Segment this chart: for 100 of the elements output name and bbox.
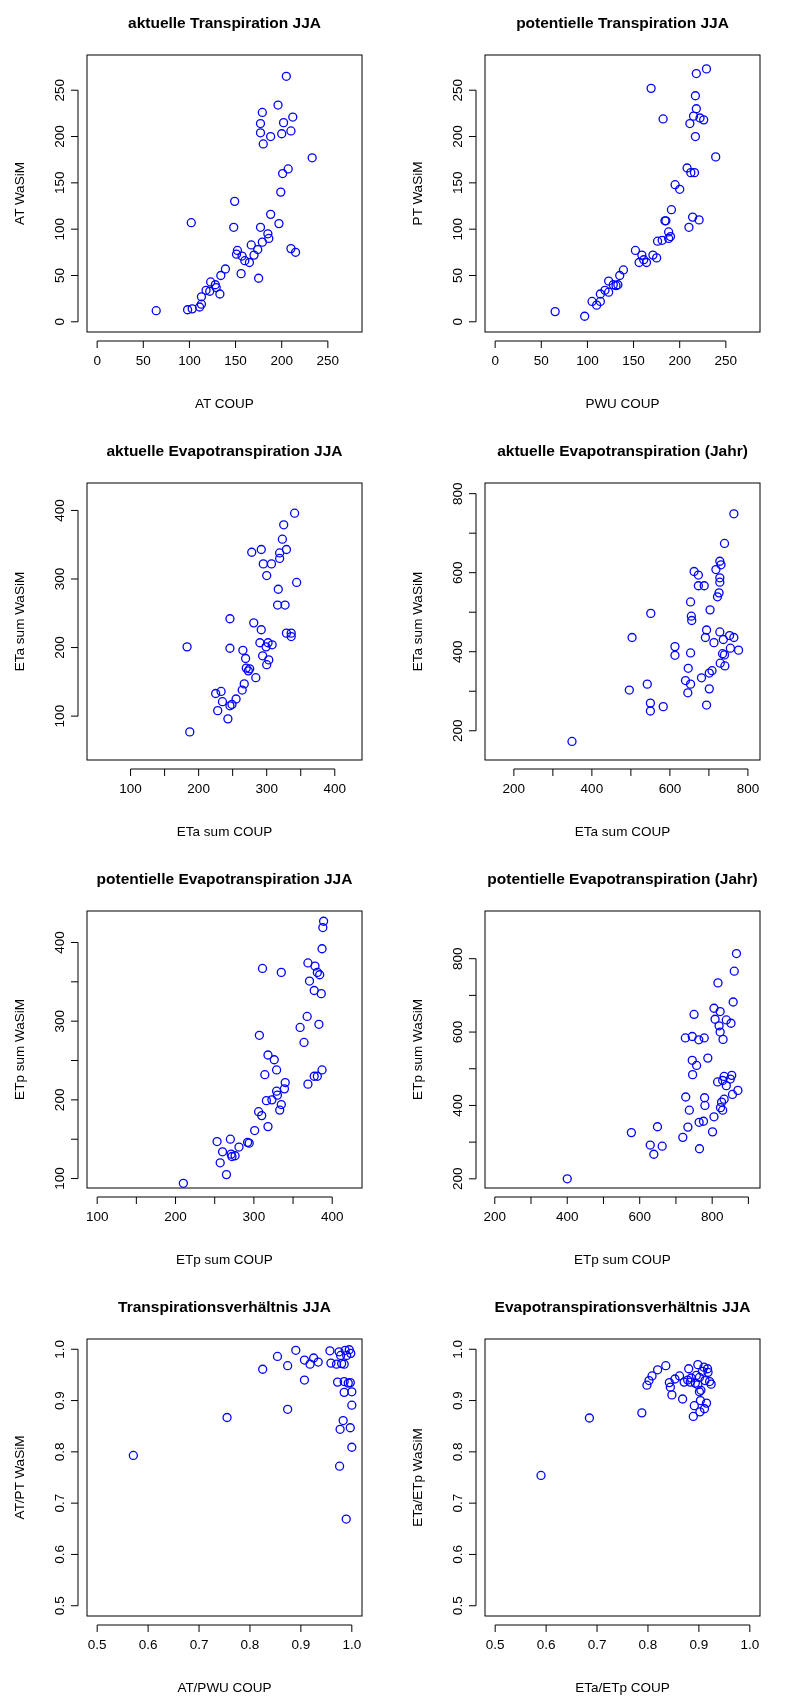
point xyxy=(600,285,610,295)
point xyxy=(283,164,293,174)
x-tick-label: 250 xyxy=(714,353,738,368)
y-tick-label: 250 xyxy=(450,78,465,102)
y-tick-label: 300 xyxy=(52,1009,67,1033)
point xyxy=(716,560,726,570)
point xyxy=(648,250,658,260)
point xyxy=(718,1075,728,1086)
x-tick-label: 0.5 xyxy=(485,1637,505,1652)
point xyxy=(276,1099,286,1110)
point xyxy=(347,1387,357,1397)
point xyxy=(651,253,662,263)
point xyxy=(682,163,692,173)
y-tick-label: 400 xyxy=(52,931,67,954)
point xyxy=(305,1359,315,1369)
point xyxy=(715,627,725,637)
point xyxy=(283,1404,293,1414)
point xyxy=(536,1470,546,1481)
point xyxy=(303,958,313,968)
x-tick-label: 100 xyxy=(178,353,201,368)
y-tick-label: 0.5 xyxy=(52,1596,67,1616)
point xyxy=(652,1122,663,1132)
x-tick-label: 0.7 xyxy=(587,1637,607,1652)
point xyxy=(713,978,723,988)
x-tick-label: 400 xyxy=(323,781,347,796)
point xyxy=(592,300,602,310)
x-tick-label: 600 xyxy=(658,781,682,796)
x-tick-label: 150 xyxy=(622,353,645,368)
point xyxy=(675,184,685,194)
point xyxy=(234,1142,244,1152)
point xyxy=(266,559,277,569)
point xyxy=(217,1147,228,1157)
point xyxy=(691,1370,701,1381)
point xyxy=(699,1404,710,1414)
chart-title: potentielle Evapotranspiration (Jahr) xyxy=(487,870,758,887)
point xyxy=(237,251,247,261)
point xyxy=(182,305,193,315)
y-axis-title: ETp sum WaSiM xyxy=(12,999,27,1100)
point xyxy=(269,1055,279,1065)
chart-title: potentielle Evapotranspiration JJA xyxy=(96,870,353,887)
point xyxy=(710,1014,720,1024)
point xyxy=(685,648,696,658)
point xyxy=(699,1093,710,1103)
point xyxy=(733,645,744,655)
x-tick-label: 1.0 xyxy=(342,1637,362,1652)
point xyxy=(271,1065,282,1075)
y-tick-label: 0.9 xyxy=(450,1391,465,1410)
y-tick-label: 400 xyxy=(450,1094,465,1117)
chart-title: Evapotranspirationsverhältnis JJA xyxy=(494,1298,751,1315)
point xyxy=(339,1376,349,1387)
y-tick-label: 0.9 xyxy=(52,1391,67,1410)
y-tick-label: 0 xyxy=(450,318,465,326)
point xyxy=(644,1375,654,1386)
point xyxy=(217,697,228,707)
y-tick-label: 1.0 xyxy=(52,1339,67,1359)
y-tick-label: 800 xyxy=(450,482,465,505)
point xyxy=(263,1121,273,1132)
point xyxy=(701,700,712,710)
point xyxy=(678,1132,688,1143)
point xyxy=(340,1345,350,1355)
point xyxy=(703,1053,713,1063)
point xyxy=(695,1395,706,1406)
point xyxy=(687,615,697,626)
point xyxy=(308,1353,319,1363)
point xyxy=(700,1100,710,1111)
point xyxy=(247,547,257,557)
y-tick-label: 0.5 xyxy=(450,1596,465,1616)
point xyxy=(256,544,266,555)
point xyxy=(257,237,267,247)
point xyxy=(661,1361,671,1371)
point xyxy=(128,1450,138,1461)
point xyxy=(232,245,243,256)
point xyxy=(699,581,709,591)
point xyxy=(313,1357,323,1367)
point xyxy=(216,270,226,281)
x-tick-label: 250 xyxy=(316,353,340,368)
x-axis-title: ETa sum COUP xyxy=(176,824,273,839)
point xyxy=(689,566,699,577)
point xyxy=(276,967,286,978)
point xyxy=(263,1050,273,1060)
point xyxy=(686,168,696,178)
y-tick-label: 200 xyxy=(52,636,67,659)
point xyxy=(715,556,725,566)
point xyxy=(271,1086,282,1096)
point xyxy=(709,1112,719,1122)
x-tick-label: 100 xyxy=(119,781,142,796)
x-tick-label: 0.5 xyxy=(87,1637,107,1652)
point xyxy=(697,1366,708,1376)
x-tick-label: 200 xyxy=(483,1209,507,1224)
x-tick-label: 100 xyxy=(85,1209,109,1224)
point xyxy=(637,250,647,260)
point xyxy=(711,564,721,575)
y-tick-label: 200 xyxy=(52,125,67,148)
point xyxy=(687,1055,697,1065)
point xyxy=(304,976,315,986)
point xyxy=(275,1105,285,1115)
point xyxy=(715,1027,725,1037)
point xyxy=(213,705,223,716)
point xyxy=(699,115,709,125)
y-tick-label: 200 xyxy=(450,1167,465,1191)
